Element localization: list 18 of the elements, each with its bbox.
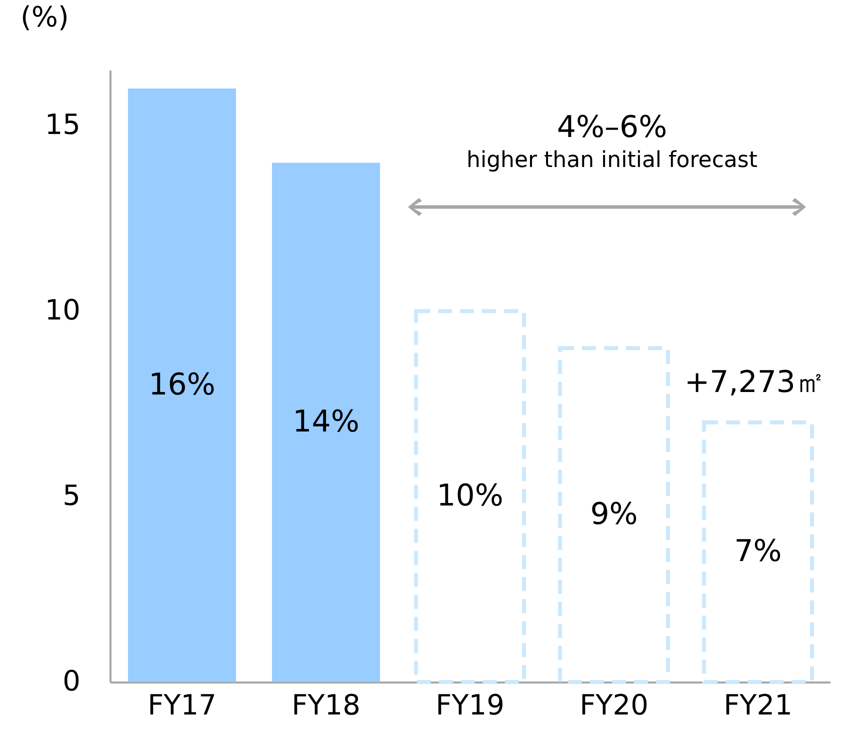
annotation: 4%–6% bbox=[556, 110, 668, 145]
data-label: 16% bbox=[148, 367, 216, 402]
y-tick-label: 5 bbox=[62, 479, 80, 512]
y-tick-label: 15 bbox=[44, 108, 80, 142]
x-tick-label: FY19 bbox=[436, 688, 504, 722]
x-tick-label: FY18 bbox=[292, 688, 360, 722]
y-tick-label: 0 bbox=[62, 664, 80, 698]
x-tick-label: FY20 bbox=[580, 688, 648, 722]
data-label: 14% bbox=[292, 404, 360, 440]
y-tick-label: 10 bbox=[44, 294, 80, 327]
y-axis-title: (%) bbox=[20, 0, 69, 34]
annotation: higher than initial forecast bbox=[466, 148, 758, 173]
data-label: 9% bbox=[590, 497, 638, 532]
annotation: +7,273㎡ bbox=[684, 365, 826, 400]
data-label: 10% bbox=[436, 478, 504, 514]
x-tick-label: FY21 bbox=[724, 688, 792, 722]
x-tick-label: FY17 bbox=[148, 688, 216, 722]
data-label: 7% bbox=[734, 534, 782, 570]
